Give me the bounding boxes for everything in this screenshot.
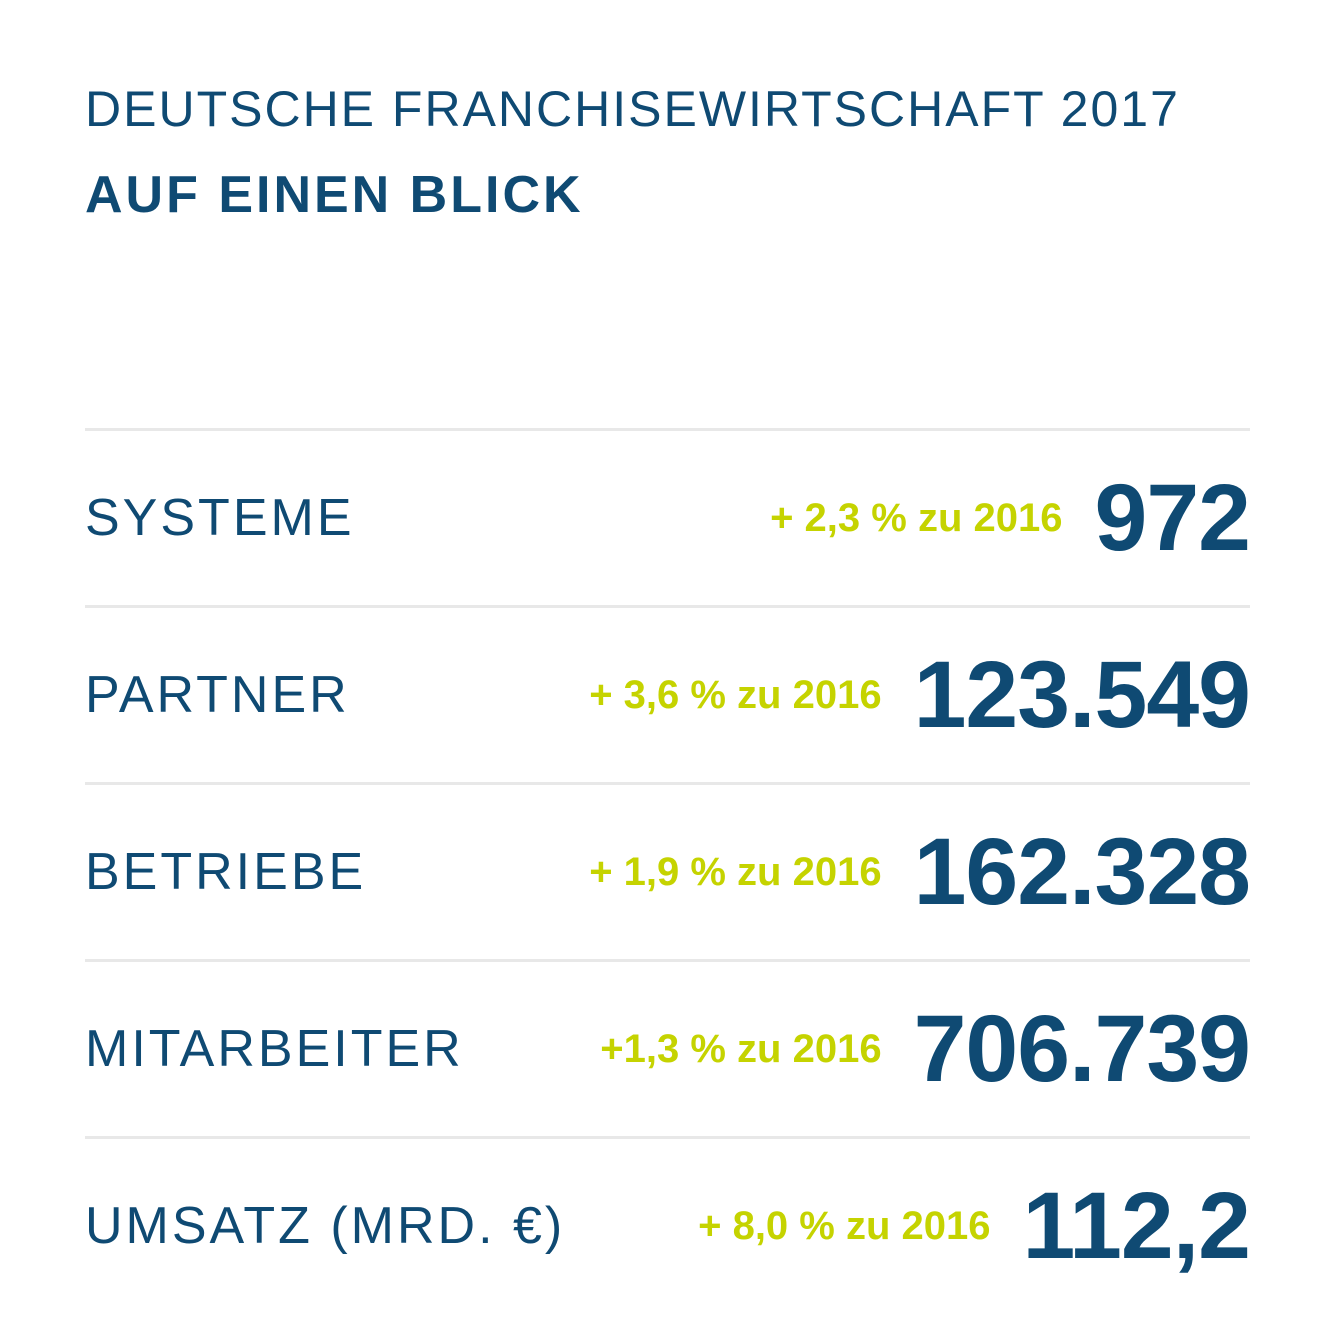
stat-row: UMSATZ (MRD. €) + 8,0 % zu 2016 112,2 xyxy=(85,1136,1251,1313)
stat-row: MITARBEITER +1,3 % zu 2016 706.739 xyxy=(85,959,1251,1136)
stat-label: BETRIEBE xyxy=(85,843,367,901)
stat-row: PARTNER + 3,6 % zu 2016 123.549 xyxy=(85,605,1251,782)
stat-value: 123.549 xyxy=(913,641,1251,748)
stats-list: SYSTEME + 2,3 % zu 2016 972 PARTNER + 3,6 % … xyxy=(85,428,1251,1313)
stat-value: 972 xyxy=(1094,464,1251,571)
stat-change: +1,3 % zu 2016 xyxy=(600,1026,882,1071)
stat-label: PARTNER xyxy=(85,666,350,724)
stat-value: 706.739 xyxy=(913,995,1251,1102)
stat-label: MITARBEITER xyxy=(85,1020,464,1078)
stat-label: UMSATZ (MRD. €) xyxy=(85,1197,566,1255)
subtitle: AUF EINEN BLICK xyxy=(85,166,584,224)
stat-row: SYSTEME + 2,3 % zu 2016 972 xyxy=(85,428,1251,605)
stat-label: SYSTEME xyxy=(85,489,355,547)
stat-change: + 1,9 % zu 2016 xyxy=(589,849,882,894)
stat-change: + 2,3 % zu 2016 xyxy=(770,495,1063,540)
stat-change: + 3,6 % zu 2016 xyxy=(589,672,882,717)
stat-change: + 8,0 % zu 2016 xyxy=(698,1203,991,1248)
title: DEUTSCHE FRANCHISEWIRTSCHAFT 2017 xyxy=(85,81,1180,137)
stat-value: 162.328 xyxy=(913,818,1251,925)
stat-value: 112,2 xyxy=(1022,1172,1251,1279)
stat-row: BETRIEBE + 1,9 % zu 2016 162.328 xyxy=(85,782,1251,959)
